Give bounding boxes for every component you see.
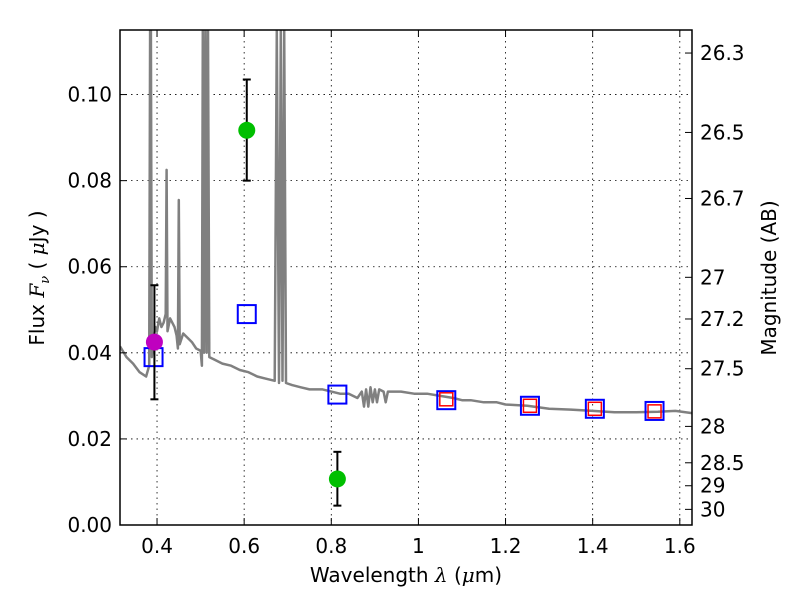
y-tick-label: 0.02 [67, 427, 112, 451]
red-square-marker [439, 392, 454, 407]
x-axis-unit: ( [448, 563, 462, 587]
x-axis-label-text: Wavelength [310, 563, 435, 587]
y-tick-label: 0.04 [67, 341, 112, 365]
right-tick-label: 28 [700, 414, 725, 438]
x-tick-label: 1.6 [664, 534, 696, 558]
red-square-marker [647, 404, 662, 419]
x-tick-label: 0.8 [315, 534, 347, 558]
x-tick-label: 1.2 [490, 534, 522, 558]
right-tick-label: 26.3 [700, 41, 745, 65]
x-tick-label: 1 [412, 534, 425, 558]
lambda-symbol: λ [434, 563, 448, 587]
right-tick-label: 27.5 [700, 357, 745, 381]
blue-square-marker [236, 304, 257, 325]
red-square-marker [587, 401, 603, 417]
markers-layer [143, 78, 665, 507]
green-data-point [328, 470, 346, 488]
x-tick-label: 0.6 [228, 534, 260, 558]
magenta-data-point [145, 333, 163, 351]
y-tick-label: 0.00 [67, 513, 112, 537]
f-nu-symbol: F [25, 283, 49, 299]
right-tick-label: 27.2 [700, 307, 745, 331]
y-axis-label-text: Flux [25, 298, 49, 346]
x-axis-unit-m: m) [475, 563, 502, 587]
nu-subscript: ν [38, 276, 53, 284]
blue-square-marker [327, 384, 348, 405]
x-tick-label: 0.4 [141, 534, 173, 558]
y-tick-label: 0.10 [67, 83, 112, 107]
y-tick-label: 0.08 [67, 169, 112, 193]
right-tick-label: 30 [700, 497, 725, 521]
y-axis-label: Flux Fν ( μJy ) [25, 210, 53, 345]
x-axis-label: Wavelength λ (μm) [310, 563, 502, 587]
grid [120, 30, 692, 525]
mu-symbol-y: μ [25, 242, 49, 255]
blue-square-marker [644, 400, 665, 421]
blue-square-marker [519, 395, 540, 416]
mu-symbol: μ [462, 563, 475, 587]
right-tick-label: 26.5 [700, 120, 745, 144]
blue-square-marker [436, 390, 457, 411]
right-tick-label: 29 [700, 474, 725, 498]
y-tick-label: 0.06 [67, 255, 112, 279]
green-data-point [238, 121, 256, 139]
right-tick-label: 26.7 [700, 186, 745, 210]
x-tick-label: 1.4 [577, 534, 609, 558]
ticks-layer: 0.4 0.6 0.8 1 1.2 1.4 1.6 0.00 0.02 0.04 0.06 0.08 0… [67, 30, 745, 558]
right-tick-label: 27 [700, 265, 725, 289]
right-tick-label: 28.5 [700, 451, 745, 475]
y-axis-unit: Jy ) [25, 210, 49, 244]
y-axis-paren: ( [25, 255, 49, 276]
red-square-marker [522, 398, 538, 414]
spectrum-line [120, 30, 692, 415]
spectrum-layer [120, 30, 692, 415]
blue-square-marker [584, 398, 605, 419]
right-axis-label: Magnitude (AB) [757, 200, 781, 355]
